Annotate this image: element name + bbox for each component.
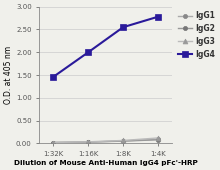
Y-axis label: O.D. at 405 nm: O.D. at 405 nm	[4, 46, 13, 104]
Line: IgG3: IgG3	[51, 135, 161, 145]
IgG1	[52, 141, 55, 143]
Legend: IgG1, IgG2, IgG3, IgG4: IgG1, IgG2, IgG3, IgG4	[177, 11, 215, 59]
IgG4	[157, 16, 160, 18]
IgG1	[87, 141, 90, 143]
IgG3	[87, 141, 90, 143]
IgG2	[87, 141, 90, 143]
IgG4	[52, 76, 55, 78]
Line: IgG4: IgG4	[51, 14, 161, 80]
IgG2	[122, 140, 125, 142]
Line: IgG2: IgG2	[51, 138, 160, 145]
IgG1	[157, 138, 160, 140]
IgG3	[52, 141, 55, 143]
IgG4	[122, 26, 125, 28]
IgG3	[157, 137, 160, 139]
IgG2	[157, 139, 160, 141]
IgG3	[122, 139, 125, 141]
IgG2	[52, 141, 55, 143]
IgG1	[122, 140, 125, 142]
IgG4	[87, 51, 90, 53]
X-axis label: Dilution of Mouse Anti-Human IgG4 pFc'-HRP: Dilution of Mouse Anti-Human IgG4 pFc'-H…	[14, 160, 198, 166]
Line: IgG1: IgG1	[51, 137, 160, 145]
